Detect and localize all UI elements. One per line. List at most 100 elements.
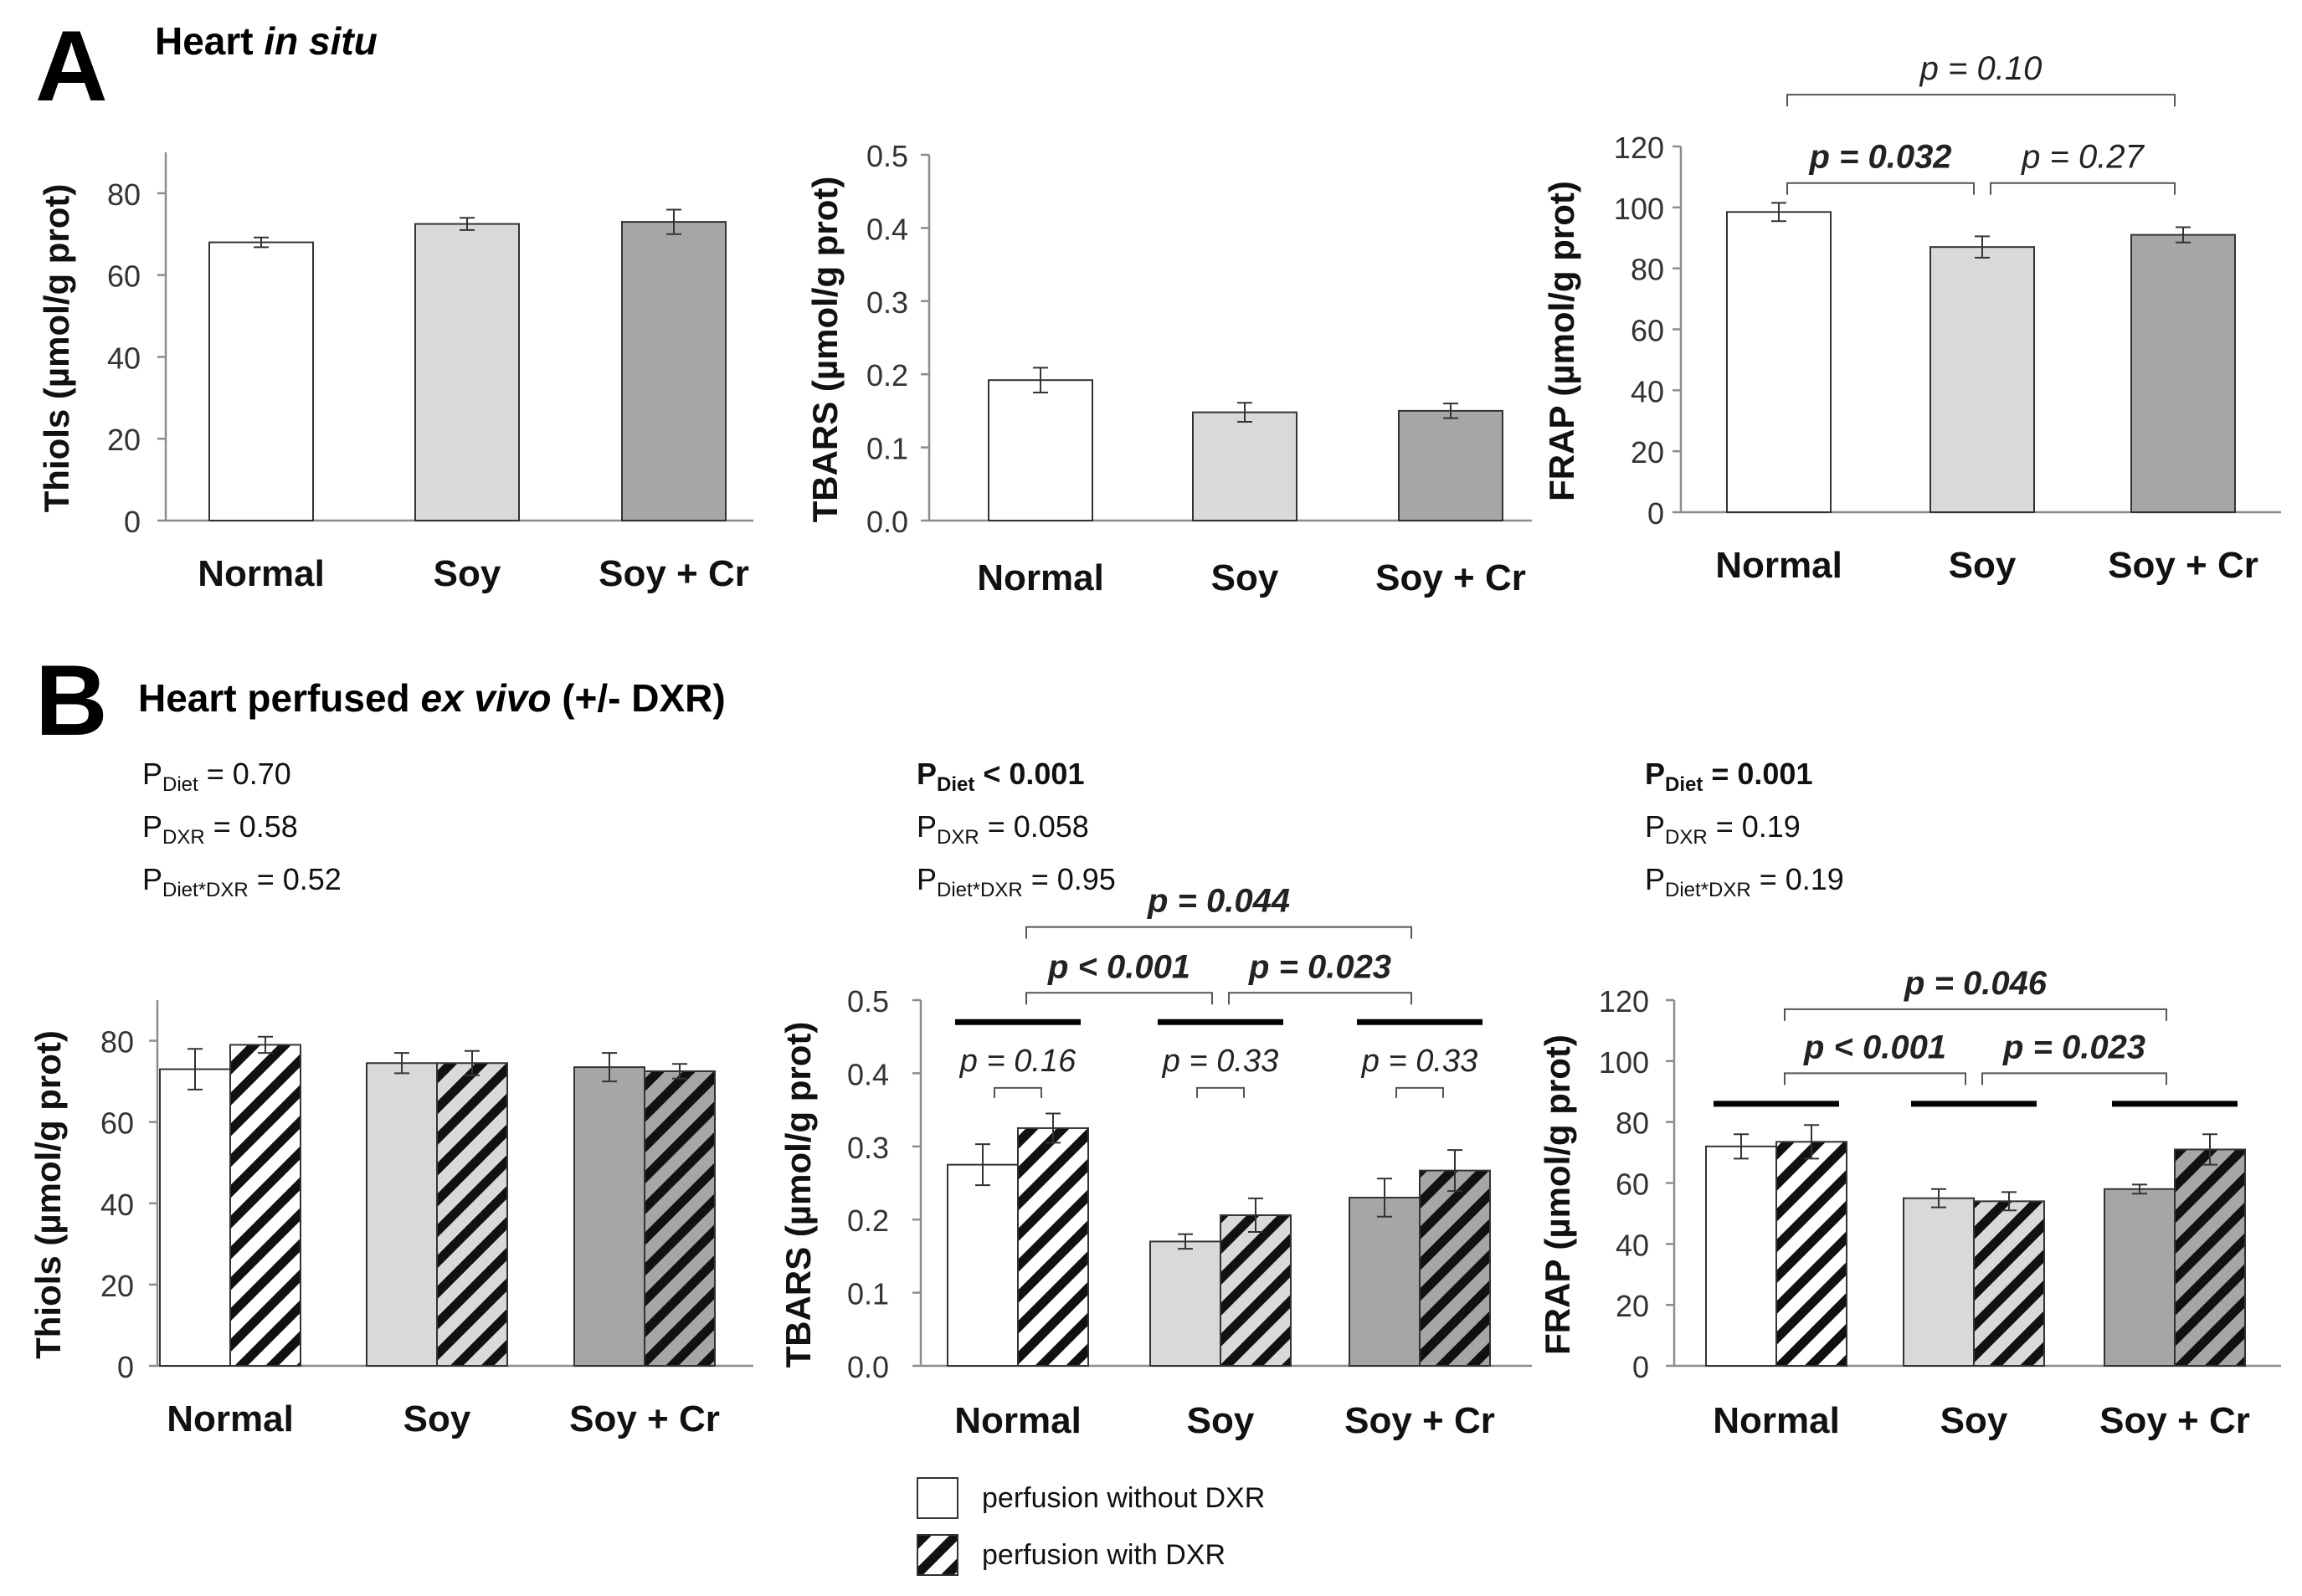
significance-label: p < 0.001: [1803, 1029, 1946, 1065]
legend-label-with-dxr: perfusion with DXR: [982, 1538, 1226, 1571]
pair-bracket: [994, 1086, 1042, 1098]
y-tick-label: 80: [1631, 253, 1664, 287]
bar-a3-s0-c2: [2130, 233, 2236, 513]
x-category-label: Soy + Cr: [599, 553, 749, 594]
panel-b-title-italic: ex vivo: [420, 676, 551, 720]
legend-item-without-dxr: perfusion without DXR: [917, 1477, 1265, 1519]
pair-bracket-label: p = 0.33: [1361, 1044, 1477, 1079]
bar-b1-s1-c2: [644, 1070, 716, 1367]
significance-label: p = 0.023: [1248, 948, 1391, 985]
bar-b1-s1-c1: [436, 1062, 508, 1367]
bar-a1-s0-c0: [208, 241, 314, 521]
significance-label: p = 0.046: [1904, 965, 2048, 1002]
y-tick-label: 0: [1632, 1350, 1649, 1384]
x-category-label: Normal: [198, 553, 325, 594]
anova-diet-row: PDiet = 0.70: [142, 757, 291, 796]
bar-b2-s0-c0: [947, 1163, 1019, 1368]
anova-stats-frap: PDiet = 0.001 PDXR = 0.19 PDiet*DXR = 0.…: [1645, 753, 1844, 911]
x-category-label: Soy + Cr: [1375, 557, 1526, 598]
significance-bracket: [1784, 1008, 2167, 1021]
pair-bracket: [1395, 1086, 1444, 1098]
x-category-label: Soy: [1940, 1400, 2008, 1441]
panel-b-title: Heart perfused ex vivo (+/- DXR): [138, 676, 726, 720]
panel-a-title: Heart in situ: [155, 19, 378, 63]
y-tick-label: 20: [1631, 435, 1664, 470]
significance-label: p < 0.001: [1047, 948, 1190, 985]
y-tick-label: 120: [1599, 984, 1649, 1019]
y-tick-label: 100: [1599, 1045, 1649, 1080]
y-tick-label: 100: [1614, 192, 1664, 226]
y-axis-label: FRAP (µmol/g prot): [1538, 1034, 1577, 1355]
bar-b1-s0-c1: [366, 1062, 438, 1367]
panel-b-title-suffix: (+/- DXR): [551, 676, 725, 720]
y-axis-label: TBARS (µmol/g prot): [778, 1022, 818, 1368]
anova-diet-row: PDiet = 0.001: [1645, 757, 1813, 796]
bar-b3-s0-c2: [2104, 1188, 2176, 1367]
anova-diet-row: PDiet < 0.001: [917, 757, 1085, 796]
y-tick-label: 20: [107, 423, 141, 457]
y-tick-label: 0.5: [866, 139, 908, 173]
y-tick-label: 0.0: [866, 505, 908, 539]
x-category-label: Normal: [1713, 1400, 1840, 1441]
anova-dxr-row: PDXR = 0.19: [1645, 809, 1801, 849]
y-tick-label: 40: [1631, 374, 1664, 408]
significance-bracket: [1025, 926, 1412, 939]
y-tick-label: 60: [107, 259, 141, 294]
charts-layer: 0 20 40 60 80 Thiols (µmol/g prot) Normal Soy So…: [28, 50, 2281, 1441]
bar-b3-s0-c0: [1705, 1145, 1777, 1368]
y-tick-label: 0.2: [866, 358, 908, 393]
legend-label-without-dxr: perfusion without DXR: [982, 1481, 1266, 1514]
y-tick-label: 60: [1616, 1167, 1649, 1202]
bar-b1-s0-c0: [159, 1068, 231, 1367]
anova-interaction-row: PDiet*DXR = 0.19: [1645, 862, 1844, 901]
y-tick-label: 20: [1616, 1289, 1649, 1323]
bar-a3-s0-c1: [1929, 246, 2035, 513]
y-tick-label: 0.4: [866, 212, 908, 246]
y-tick-label: 60: [100, 1106, 134, 1141]
legend-swatch-plain: [917, 1477, 958, 1519]
pair-bracket: [1196, 1086, 1245, 1098]
pair-bracket-label: p = 0.16: [959, 1044, 1076, 1079]
significance-bracket: [1990, 182, 2176, 195]
y-tick-label: 0: [124, 505, 141, 539]
y-tick-label: 0.1: [847, 1277, 889, 1311]
y-axis-label: Thiols (µmol/g prot): [28, 1030, 68, 1359]
pair-bracket-label: p = 0.33: [1162, 1044, 1278, 1079]
bar-a2-s0-c2: [1398, 409, 1503, 521]
significance-label: p = 0.023: [2002, 1029, 2145, 1065]
bar-b2-s0-c2: [1349, 1196, 1421, 1367]
chart-a2: 0.0 0.1 0.2 0.3 0.4 0.5 TBARS (µmol/g prot) Nor…: [805, 139, 1532, 598]
y-tick-label: 20: [100, 1269, 134, 1303]
significance-bracket: [1784, 1072, 1966, 1085]
x-category-label: Soy + Cr: [569, 1398, 720, 1439]
y-tick-label: 40: [100, 1188, 134, 1222]
bar-a2-s0-c1: [1192, 411, 1297, 522]
y-tick-label: 80: [107, 177, 141, 212]
y-tick-label: 0.3: [847, 1131, 889, 1165]
bar-b2-s1-c0: [1017, 1126, 1089, 1367]
chart-a3: 0 20 40 60 80 100 120 FRAP (µmol/g prot) Normal S…: [1542, 50, 2281, 586]
significance-bracket: [1981, 1072, 2167, 1085]
y-tick-label: 80: [1616, 1106, 1649, 1141]
x-category-label: Soy: [434, 553, 501, 594]
chart-b1: 0 20 40 60 80 Thiols (µmol/g prot) Normal Soy So…: [28, 1000, 753, 1439]
legend-swatch-hatched: [917, 1534, 958, 1576]
chart-b2: 0.0 0.1 0.2 0.3 0.4 0.5 TBARS (µmol/g prot) Nor…: [778, 883, 1532, 1441]
chart-a1: 0 20 40 60 80 Thiols (µmol/g prot) Normal Soy So…: [37, 152, 753, 594]
x-category-label: Soy: [1187, 1400, 1255, 1441]
panel-a-letter: A: [35, 10, 108, 122]
chart-b3: 0 20 40 60 80 100 120 FRAP (µmol/g prot) Normal S…: [1538, 965, 2281, 1441]
y-tick-label: 0.2: [847, 1203, 889, 1238]
y-tick-label: 0.0: [847, 1350, 889, 1384]
x-category-label: Soy: [403, 1398, 471, 1439]
bar-a1-s0-c1: [414, 223, 520, 521]
y-axis-label: Thiols (µmol/g prot): [37, 184, 76, 513]
x-category-label: Soy: [1211, 557, 1279, 598]
x-category-label: Soy + Cr: [2099, 1400, 2250, 1441]
y-tick-label: 0.1: [866, 432, 908, 466]
y-tick-label: 0.4: [847, 1057, 889, 1091]
significance-bracket: [1025, 992, 1213, 1005]
bar-a2-s0-c0: [988, 379, 1093, 521]
bar-b2-s1-c2: [1419, 1169, 1491, 1367]
